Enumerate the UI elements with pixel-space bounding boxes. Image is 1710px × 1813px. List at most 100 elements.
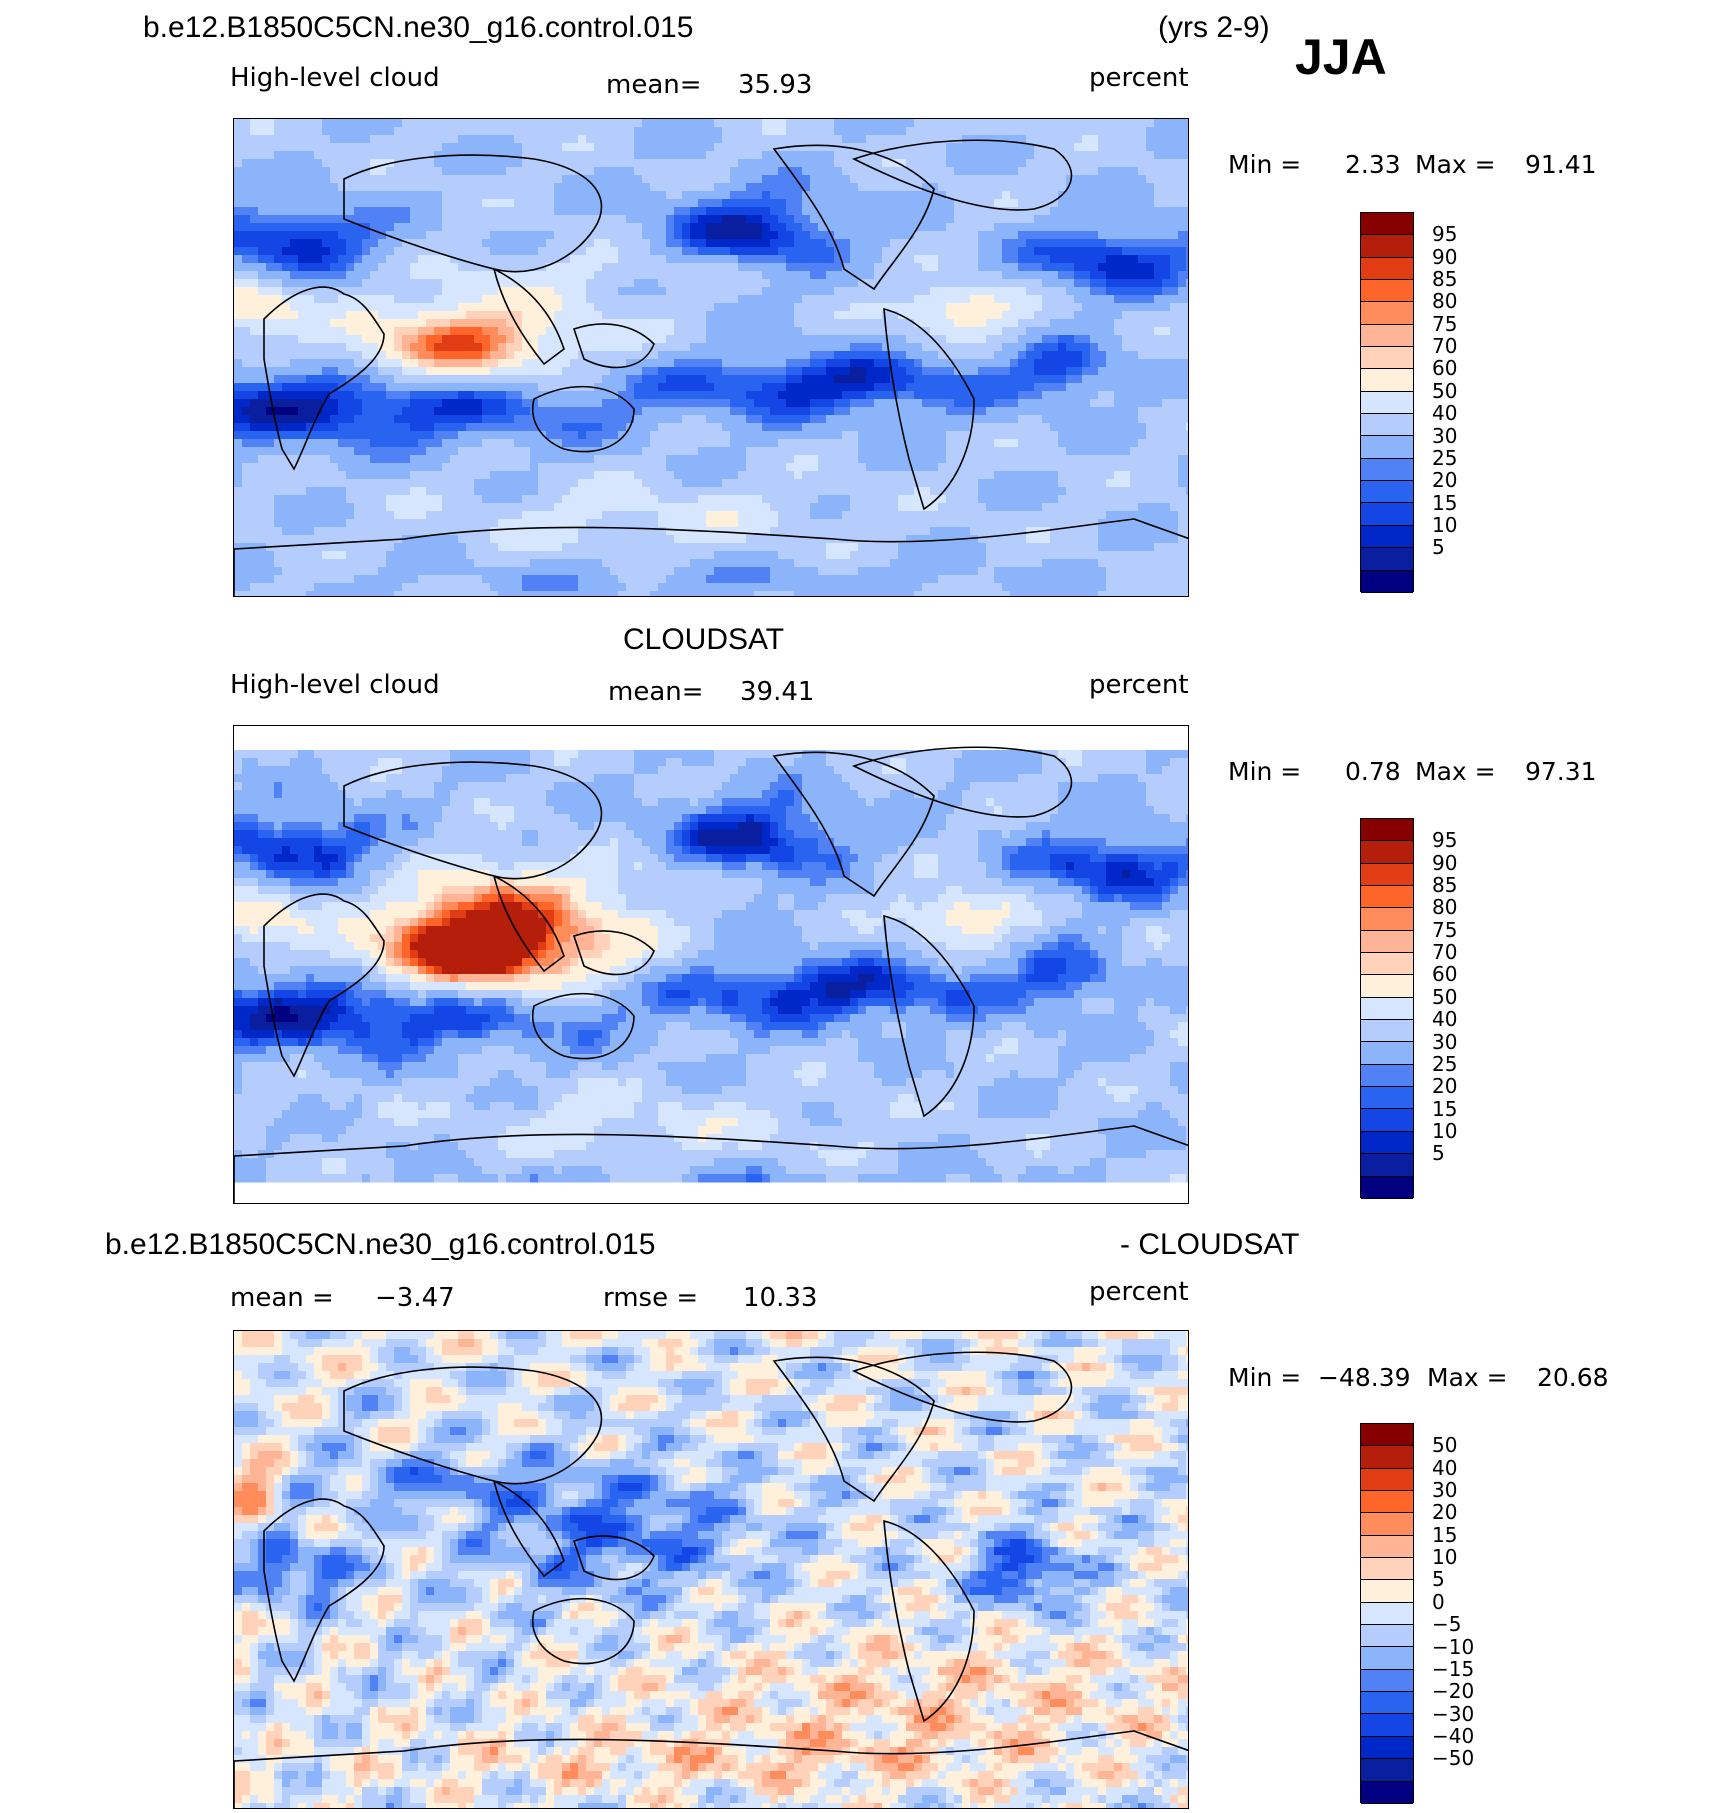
field-cell bbox=[1002, 367, 1011, 376]
field-cell bbox=[1074, 279, 1083, 288]
field-cell bbox=[650, 431, 659, 440]
field-cell bbox=[402, 399, 411, 408]
field-cell bbox=[818, 311, 827, 320]
field-cell bbox=[266, 223, 275, 232]
field-cell bbox=[618, 167, 627, 176]
field-cell bbox=[282, 199, 291, 208]
field-cell bbox=[562, 359, 571, 368]
field-cell bbox=[522, 383, 531, 392]
field-cell bbox=[1106, 439, 1115, 448]
field-cell bbox=[514, 167, 523, 176]
field-cell bbox=[954, 183, 963, 192]
field-cell bbox=[458, 319, 467, 328]
field-cell bbox=[834, 167, 843, 176]
field-cell bbox=[706, 119, 715, 128]
field-cell bbox=[474, 119, 483, 128]
field-cell bbox=[618, 119, 627, 128]
field-cell bbox=[402, 167, 411, 176]
field-cell bbox=[1034, 335, 1043, 344]
field-cell bbox=[882, 319, 891, 328]
field-cell bbox=[970, 239, 979, 248]
field-cell bbox=[834, 191, 843, 200]
field-cell bbox=[842, 383, 851, 392]
field-cell bbox=[834, 271, 843, 280]
field-cell bbox=[306, 215, 315, 224]
field-cell bbox=[738, 127, 747, 136]
field-cell bbox=[626, 383, 635, 392]
field-cell bbox=[690, 247, 699, 256]
field-cell bbox=[1138, 407, 1147, 416]
field-cell bbox=[1034, 231, 1043, 240]
field-cell bbox=[994, 143, 1003, 152]
field-cell bbox=[266, 431, 275, 440]
field-cell bbox=[834, 295, 843, 304]
field-cell bbox=[1082, 327, 1091, 336]
field-cell bbox=[986, 335, 995, 344]
field-cell bbox=[306, 199, 315, 208]
field-cell bbox=[842, 327, 851, 336]
field-cell bbox=[834, 423, 843, 432]
field-cell bbox=[642, 199, 651, 208]
field-cell bbox=[242, 407, 251, 416]
field-cell bbox=[914, 135, 923, 144]
field-cell bbox=[754, 231, 763, 240]
field-cell bbox=[1074, 119, 1083, 128]
field-cell bbox=[786, 231, 795, 240]
field-cell bbox=[826, 175, 835, 184]
field-cell bbox=[674, 295, 683, 304]
field-cell bbox=[698, 271, 707, 280]
field-cell bbox=[490, 255, 499, 264]
field-cell bbox=[522, 207, 531, 216]
field-cell bbox=[1034, 271, 1043, 280]
field-cell bbox=[1090, 271, 1099, 280]
field-cell bbox=[482, 311, 491, 320]
field-cell bbox=[578, 263, 587, 272]
field-cell bbox=[658, 407, 667, 416]
field-cell bbox=[514, 319, 523, 328]
field-cell bbox=[1018, 223, 1027, 232]
field-cell bbox=[346, 239, 355, 248]
field-cell bbox=[266, 335, 275, 344]
field-cell bbox=[330, 247, 339, 256]
field-cell bbox=[274, 119, 283, 128]
field-cell bbox=[586, 151, 595, 160]
field-cell bbox=[730, 343, 739, 352]
field-cell bbox=[458, 311, 467, 320]
field-cell bbox=[746, 311, 755, 320]
field-cell bbox=[274, 159, 283, 168]
field-cell bbox=[986, 255, 995, 264]
field-cell bbox=[794, 407, 803, 416]
field-cell bbox=[306, 151, 315, 160]
field-cell bbox=[866, 327, 875, 336]
field-cell bbox=[746, 263, 755, 272]
field-cell bbox=[386, 119, 395, 128]
field-cell bbox=[994, 175, 1003, 184]
field-cell bbox=[658, 431, 667, 440]
field-cell bbox=[682, 247, 691, 256]
field-cell bbox=[362, 135, 371, 144]
field-cell bbox=[490, 135, 499, 144]
field-cell bbox=[1034, 415, 1043, 424]
field-cell bbox=[234, 263, 243, 272]
field-cell bbox=[626, 431, 635, 440]
field-cell bbox=[746, 191, 755, 200]
field-cell bbox=[754, 255, 763, 264]
field-cell bbox=[442, 407, 451, 416]
field-cell bbox=[410, 159, 419, 168]
field-cell bbox=[698, 215, 707, 224]
field-cell bbox=[890, 295, 899, 304]
field-cell bbox=[698, 415, 707, 424]
field-cell bbox=[634, 199, 643, 208]
field-cell bbox=[986, 199, 995, 208]
field-cell bbox=[794, 167, 803, 176]
field-cell bbox=[834, 407, 843, 416]
field-cell bbox=[322, 303, 331, 312]
field-cell bbox=[930, 223, 939, 232]
field-cell bbox=[986, 215, 995, 224]
field-cell bbox=[450, 167, 459, 176]
field-cell bbox=[1058, 415, 1067, 424]
field-cell bbox=[770, 263, 779, 272]
field-cell bbox=[538, 239, 547, 248]
field-cell bbox=[794, 431, 803, 440]
field-cell bbox=[914, 271, 923, 280]
